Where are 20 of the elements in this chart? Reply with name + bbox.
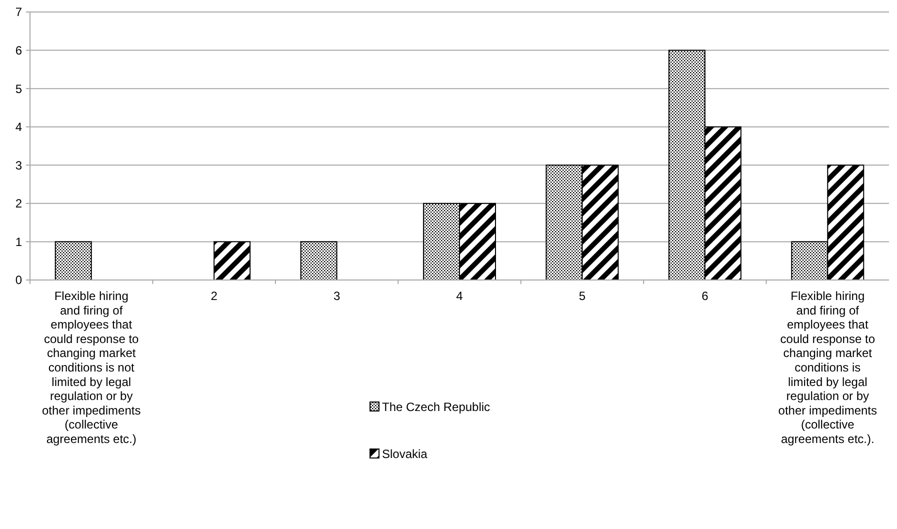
- y-tick-label: 0: [15, 273, 22, 288]
- legend-label: Slovakia: [382, 447, 428, 462]
- y-tick-label: 2: [15, 196, 22, 211]
- x-tick-label: 4: [456, 289, 464, 303]
- x-tick-label: 2: [210, 289, 218, 303]
- y-tick-label: 6: [15, 43, 22, 58]
- bar: [300, 241, 338, 280]
- y-tick-label: 5: [15, 82, 22, 96]
- y-tick-label: 1: [15, 234, 22, 249]
- y-tick-label: 4: [15, 120, 22, 134]
- legend-label: The Czech Republic: [382, 400, 490, 414]
- category-label: Flexible hiring and firing of employees that could response to changing market conditions is not limited by legal regulation or by other impediments (collective agreements etc.): [42, 289, 141, 446]
- x-tick-label: 3: [333, 289, 340, 303]
- category-label: Flexible hiring and firing of employees that could response to changing market conditions is limited by legal regulation or by other impediments (collective agreements etc.).: [778, 289, 877, 446]
- x-tick-label: 5: [578, 289, 586, 303]
- y-tick-label: 3: [15, 158, 22, 172]
- bar: [54, 241, 92, 280]
- y-tick-label: 7: [15, 5, 22, 20]
- bar: [214, 241, 251, 280]
- x-tick-label: 6: [702, 289, 709, 303]
